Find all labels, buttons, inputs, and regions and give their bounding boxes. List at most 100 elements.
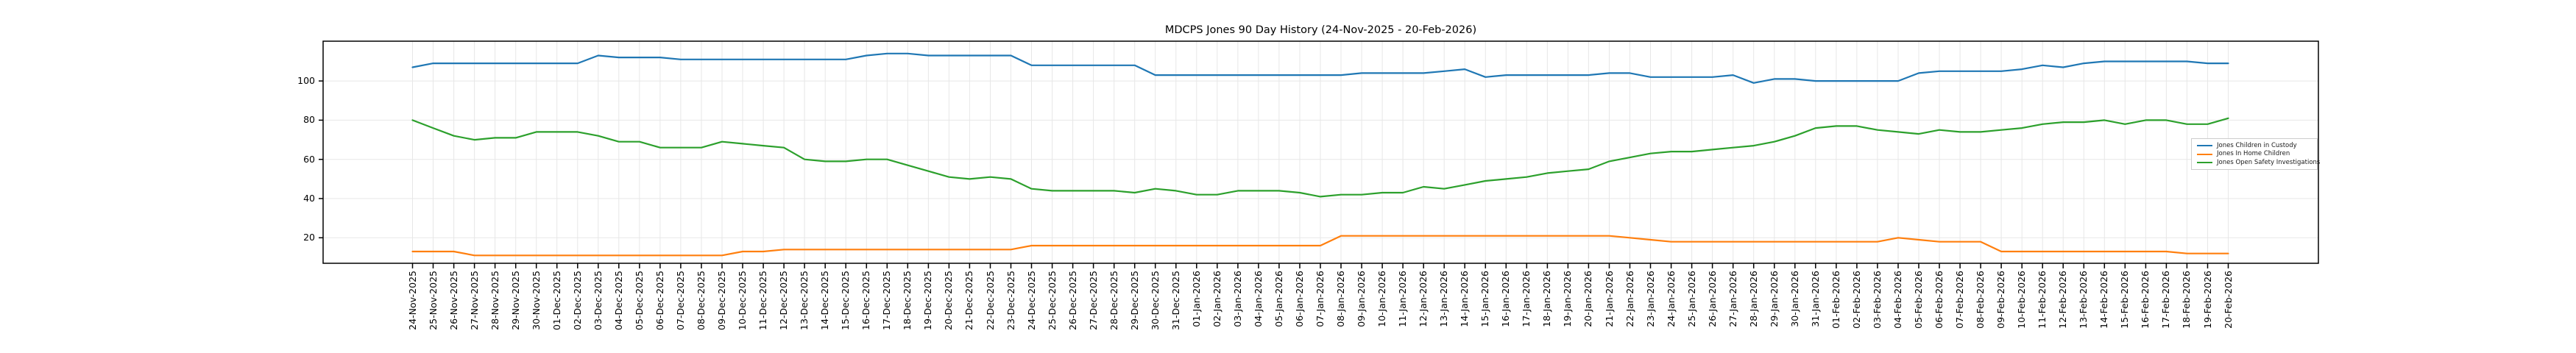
x-tick-label: 08-Feb-2026 [1975,271,1986,329]
x-tick-label: 08-Jan-2026 [1335,271,1346,327]
x-tick-label: 16-Jan-2026 [1500,271,1512,327]
x-tick-label: 09-Jan-2026 [1356,271,1367,327]
x-tick-label: 24-Dec-2025 [1025,271,1037,330]
y-tick-label: 40 [303,193,315,204]
x-tick-label: 16-Dec-2025 [860,271,872,330]
x-tick-label: 12-Jan-2026 [1418,271,1429,327]
x-tick-label: 14-Jan-2026 [1459,271,1471,327]
x-tick-label: 14-Feb-2026 [2098,271,2110,329]
x-tick-label: 07-Jan-2026 [1314,271,1326,327]
x-tick-label: 15-Dec-2025 [840,271,852,330]
x-tick-label: 13-Dec-2025 [799,271,810,330]
x-tick-label: 21-Dec-2025 [963,271,975,330]
x-tick-label: 13-Feb-2026 [2078,271,2090,329]
x-tick-label: 02-Feb-2026 [1850,271,1862,329]
x-tick-label: 25-Jan-2026 [1685,271,1697,327]
x-tick-label: 29-Nov-2025 [509,271,521,330]
legend: Jones Children in Custody Jones In Home … [2191,138,2321,170]
x-tick-label: 26-Nov-2025 [447,271,459,330]
legend-label-investigations: Jones Open Safety Investigations [2217,158,2321,166]
x-tick-label: 26-Dec-2025 [1066,271,1078,330]
x-tick-label: 02-Jan-2026 [1211,271,1222,327]
legend-line-sample-in-home [2197,153,2212,155]
x-tick-label: 20-Feb-2026 [2222,271,2234,329]
x-tick-label: 10-Dec-2025 [737,271,748,330]
y-tick-label: 20 [303,232,315,243]
x-tick-label: 04-Feb-2026 [1892,271,1903,329]
x-tick-label: 31-Dec-2025 [1170,271,1181,330]
x-tick-label: 24-Jan-2026 [1665,271,1677,327]
x-tick-label: 18-Jan-2026 [1541,271,1553,327]
x-tick-label: 30-Dec-2025 [1149,271,1161,330]
x-tick-label: 23-Dec-2025 [1005,271,1016,330]
legend-line-sample-investigations [2197,162,2212,163]
x-tick-label: 06-Jan-2026 [1294,271,1305,327]
series-line-jones-in-home-children [411,235,2229,257]
x-tick-label: 28-Nov-2025 [489,271,500,330]
x-tick-label: 28-Jan-2026 [1747,271,1759,327]
x-tick-label: 09-Feb-2026 [1995,271,2007,329]
x-tick-label: 05-Feb-2026 [1913,271,1924,329]
x-tick-label: 20-Dec-2025 [943,271,955,330]
x-tick-label: 31-Jan-2026 [1809,271,1821,327]
x-tick-label: 22-Dec-2025 [984,271,996,330]
x-tick-label: 16-Feb-2026 [2140,271,2151,329]
x-tick-label: 27-Dec-2025 [1087,271,1099,330]
x-tick-label: 12-Dec-2025 [778,271,790,330]
series-lines [411,52,2229,257]
x-tick-label: 25-Dec-2025 [1046,271,1058,330]
plot-border [322,40,2319,264]
legend-label-custody: Jones Children in Custody [2217,141,2297,149]
x-tick-label: 18-Feb-2026 [2181,271,2193,329]
x-tick-label: 08-Dec-2025 [696,271,707,330]
x-tick-label: 01-Feb-2026 [1830,271,1841,329]
x-tick-label: 11-Dec-2025 [757,271,769,330]
x-tick-label: 20-Jan-2026 [1582,271,1594,327]
x-tick-label: 15-Feb-2026 [2119,271,2131,329]
x-tick-label: 09-Dec-2025 [716,271,727,330]
x-tick-label: 30-Jan-2026 [1788,271,1800,327]
x-tick-label: 28-Dec-2025 [1108,271,1119,330]
x-tick-label: 13-Jan-2026 [1438,271,1450,327]
x-tick-label: 27-Nov-2025 [468,271,480,330]
x-tick-label: 29-Dec-2025 [1128,271,1140,330]
x-tick-label: 07-Dec-2025 [674,271,686,330]
x-tick-label: 17-Dec-2025 [881,271,893,330]
x-tick-label: 18-Dec-2025 [902,271,913,330]
x-tick-label: 01-Jan-2026 [1190,271,1202,327]
x-tick-label: 22-Jan-2026 [1624,271,1635,327]
x-tick-label: 11-Jan-2026 [1397,271,1409,327]
x-tick-label: 15-Jan-2026 [1479,271,1491,327]
x-tick-label: 17-Feb-2026 [2160,271,2172,329]
x-tick-label: 10-Feb-2026 [2016,271,2028,329]
x-tick-label: 29-Jan-2026 [1768,271,1780,327]
legend-label-in-home: Jones In Home Children [2217,150,2290,157]
x-tick-label: 21-Jan-2026 [1603,271,1615,327]
x-tick-label: 19-Feb-2026 [2201,271,2213,329]
axis-tick-marks [319,80,2229,268]
x-tick-label: 02-Dec-2025 [571,271,583,330]
legend-entry: Jones In Home Children [2197,151,2317,157]
x-tick-label: 01-Dec-2025 [551,271,562,330]
x-tick-label: 03-Dec-2025 [592,271,604,330]
y-tick-label: 100 [297,75,315,87]
x-tick-label: 04-Jan-2026 [1252,271,1264,327]
x-tick-label: 17-Jan-2026 [1521,271,1532,327]
x-tick-label: 25-Nov-2025 [427,271,439,330]
x-tick-label: 03-Feb-2026 [1871,271,1883,329]
series-line-jones-children-in-custody [411,52,2229,84]
x-tick-label: 30-Nov-2025 [530,271,542,330]
gridlines [323,41,2318,263]
x-tick-label: 06-Dec-2025 [654,271,665,330]
x-tick-label: 04-Dec-2025 [612,271,624,330]
y-tick-label: 80 [303,114,315,126]
chart-title: MDCPS Jones 90 Day History (24-Nov-2025 … [1164,24,1477,36]
x-tick-label: 26-Jan-2026 [1706,271,1718,327]
x-tick-label: 05-Dec-2025 [633,271,645,330]
x-tick-label: 05-Jan-2026 [1273,271,1284,327]
x-tick-label: 19-Dec-2025 [922,271,934,330]
x-tick-label: 03-Jan-2026 [1231,271,1243,327]
x-tick-label: 10-Jan-2026 [1376,271,1388,327]
